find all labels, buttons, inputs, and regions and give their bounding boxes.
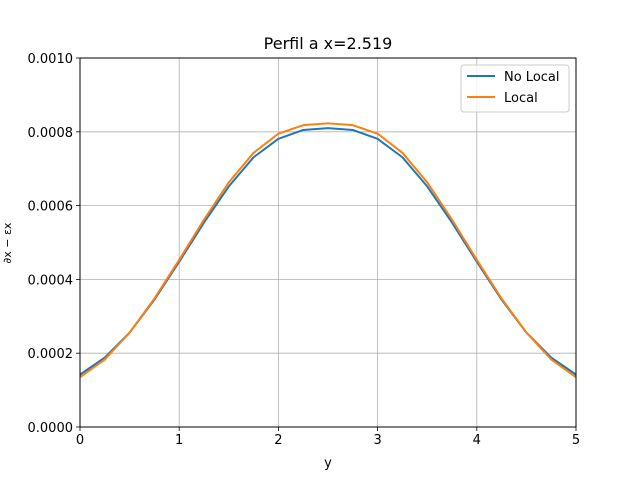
y-tick-label: 0.0006 — [28, 200, 74, 215]
x-axis: 0 1 2 3 4 5 — [76, 427, 580, 448]
y-axis: 0.0000 0.0002 0.0004 0.0006 0.0008 0.0010 — [28, 52, 80, 436]
series-line-local — [79, 122, 577, 379]
x-tick-label: 4 — [473, 433, 481, 448]
x-tick-label: 5 — [572, 433, 580, 448]
x-tick-label: 3 — [373, 433, 381, 448]
x-tick-label: 1 — [175, 433, 183, 448]
legend: No Local Local — [460, 64, 570, 113]
legend-label-no-local: No Local — [504, 70, 560, 85]
legend-label-local: Local — [504, 91, 538, 106]
series-group — [79, 122, 577, 379]
y-tick-label: 0.0004 — [28, 273, 74, 288]
plot-area-frame — [79, 57, 577, 428]
y-tick-label: 0.0002 — [28, 347, 74, 362]
x-axis-label: y — [324, 456, 332, 471]
x-tick-label: 2 — [274, 433, 282, 448]
y-tick-label: 0.0000 — [28, 421, 74, 436]
grid — [79, 57, 577, 428]
y-axis-label: ∂x − εx — [1, 222, 14, 263]
y-tick-label: 0.0010 — [28, 52, 74, 67]
chart-title: Perfil a x=2.519 — [264, 34, 393, 53]
y-tick-label: 0.0008 — [28, 126, 74, 141]
x-tick-label: 0 — [76, 433, 84, 448]
